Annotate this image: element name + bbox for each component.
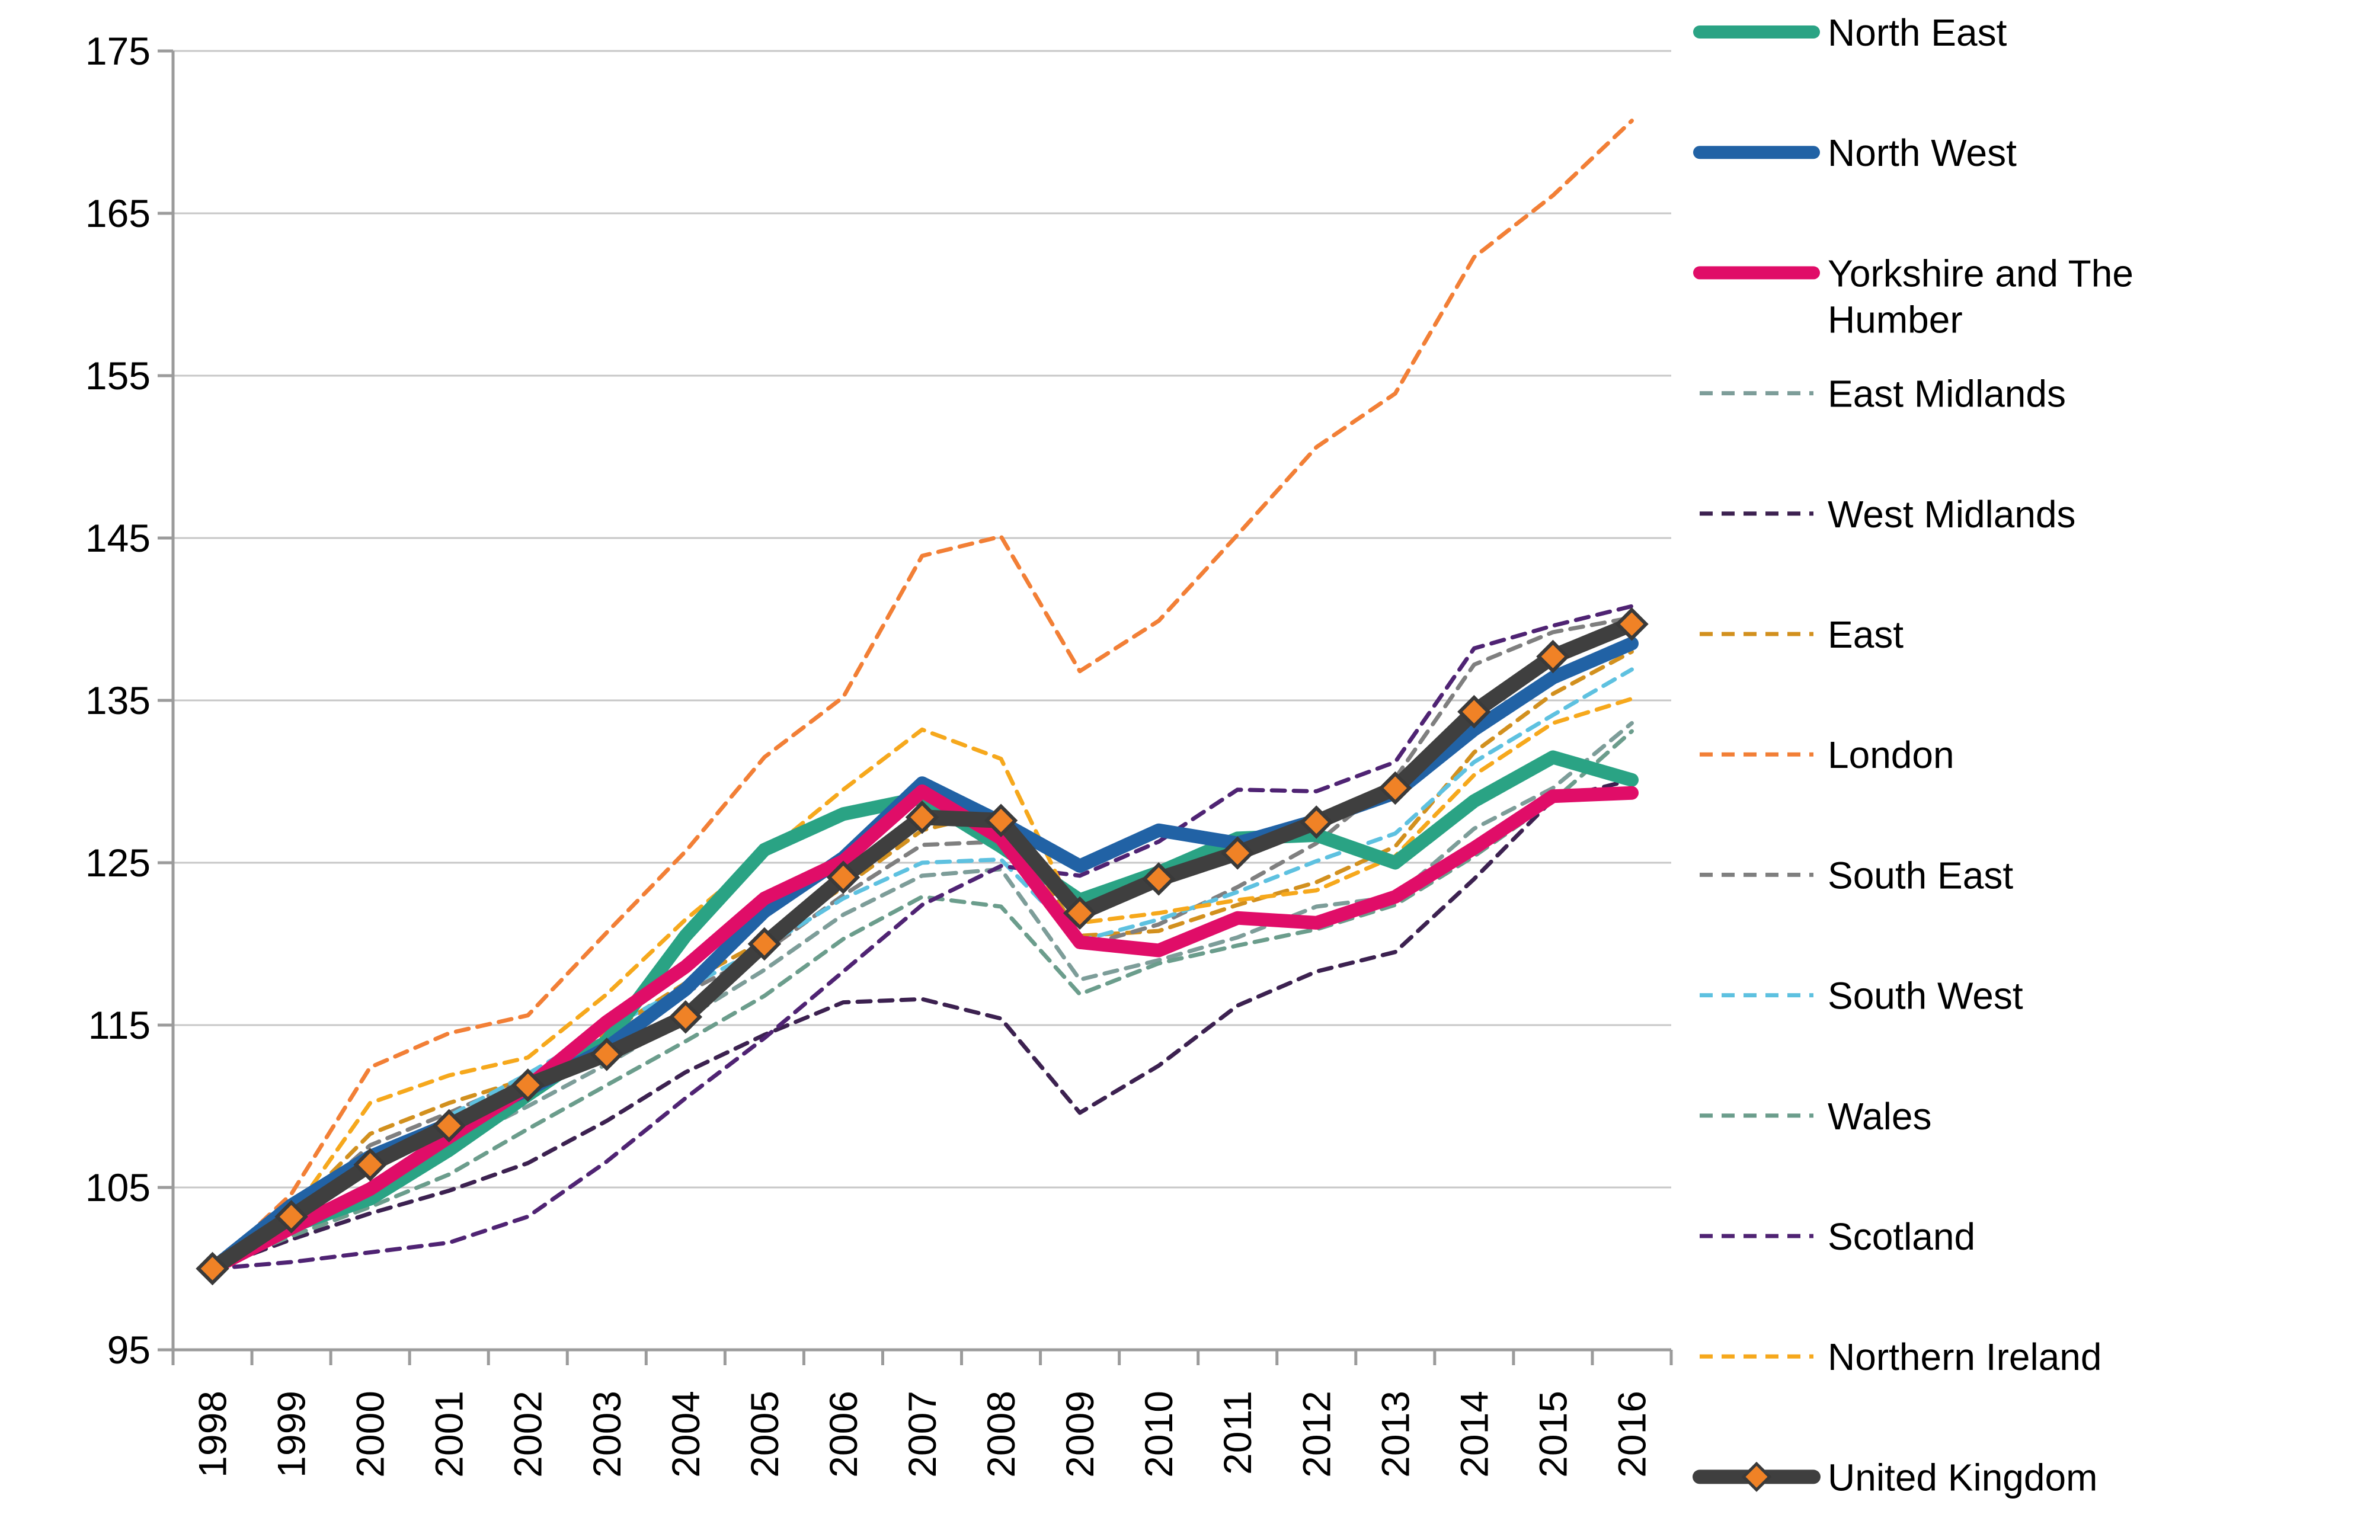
legend-item-north-east: North East bbox=[1693, 11, 2007, 54]
uk-diamond-marker-2002 bbox=[511, 1068, 545, 1102]
legend-item-wales: Wales bbox=[1700, 1095, 1931, 1138]
series-line-east bbox=[210, 649, 1634, 1271]
uk-diamond-marker-2013 bbox=[1378, 771, 1412, 805]
uk-diamond-marker-1999 bbox=[274, 1200, 308, 1234]
legend-label-south-east: South East bbox=[1828, 854, 2013, 897]
uk-diamond-marker-2009 bbox=[1063, 896, 1097, 930]
uk-diamond-marker-2010 bbox=[1141, 862, 1176, 896]
legend-label-scotland: Scotland bbox=[1828, 1215, 1975, 1258]
legend-label-yorkshire-and-the-humber-line2: Humber bbox=[1828, 298, 1963, 341]
y-tick-label-165: 165 bbox=[85, 191, 151, 235]
legend-item-south-west: South West bbox=[1700, 975, 2023, 1017]
uk-diamond-marker-2016 bbox=[1615, 607, 1649, 641]
series-east bbox=[210, 649, 1634, 1271]
legend-item-northern-ireland: Northern Ireland bbox=[1700, 1336, 2101, 1378]
x-tick-label-2014: 2014 bbox=[1452, 1391, 1496, 1478]
legend: North East North West Yorkshire and TheHum… bbox=[1693, 11, 2133, 1499]
uk-diamond-marker-2003 bbox=[590, 1038, 624, 1071]
y-axis-labels: 95 105 115 125 135 145 155 165 175 bbox=[85, 29, 151, 1372]
axes bbox=[171, 51, 1673, 1365]
y-tick-label-95: 95 bbox=[107, 1328, 151, 1372]
series-line-south-west bbox=[210, 667, 1634, 1271]
uk-diamond-marker-2014 bbox=[1457, 694, 1491, 729]
x-tick-label-2003: 2003 bbox=[585, 1391, 629, 1478]
legend-item-west-midlands: West Midlands bbox=[1700, 493, 2076, 536]
x-tick-label-2012: 2012 bbox=[1294, 1391, 1338, 1478]
legend-label-north-west: North West bbox=[1828, 132, 2017, 174]
legend-label-south-west: South West bbox=[1828, 975, 2023, 1017]
y-tick-label-135: 135 bbox=[85, 678, 151, 722]
uk-diamond-marker-2012 bbox=[1300, 805, 1333, 839]
series-scotland bbox=[210, 604, 1634, 1271]
x-tick-label-2000: 2000 bbox=[348, 1391, 392, 1478]
y-tick-label-105: 105 bbox=[85, 1166, 151, 1209]
series-london bbox=[210, 119, 1634, 1271]
x-tick-label-2005: 2005 bbox=[743, 1391, 786, 1478]
x-tick-label-2004: 2004 bbox=[664, 1391, 708, 1478]
legend-label-north-east: North East bbox=[1828, 11, 2007, 54]
legend-item-north-west: North West bbox=[1693, 132, 2017, 174]
series-line-north-west bbox=[206, 636, 1639, 1276]
x-tick-label-2009: 2009 bbox=[1058, 1391, 1102, 1478]
x-tick-label-1999: 1999 bbox=[270, 1391, 314, 1478]
x-tick-label-2007: 2007 bbox=[900, 1391, 944, 1478]
y-tick-label-145: 145 bbox=[85, 516, 151, 560]
legend-label-east: East bbox=[1828, 613, 1904, 656]
legend-label-east-midlands: East Midlands bbox=[1828, 373, 2066, 415]
series-united-kingdom bbox=[196, 607, 1649, 1286]
legend-label-united-kingdom: United Kingdom bbox=[1828, 1456, 2097, 1499]
uk-diamond-marker-2006 bbox=[826, 860, 860, 894]
legend-uk-diamond-icon bbox=[1741, 1461, 1772, 1492]
legend-item-south-east: South East bbox=[1700, 854, 2013, 897]
legend-item-east: East bbox=[1700, 613, 1904, 656]
series-south-west bbox=[210, 667, 1634, 1271]
series-west-midlands bbox=[210, 777, 1634, 1271]
uk-diamond-marker-2001 bbox=[432, 1109, 466, 1143]
x-tick-label-2013: 2013 bbox=[1373, 1391, 1417, 1478]
x-tick-label-2010: 2010 bbox=[1137, 1391, 1181, 1478]
legend-label-west-midlands: West Midlands bbox=[1828, 493, 2076, 536]
legend-item-scotland: Scotland bbox=[1700, 1215, 1975, 1258]
legend-label-yorkshire-and-the-humber: Yorkshire and The bbox=[1828, 252, 2133, 294]
series-wales bbox=[210, 729, 1634, 1271]
uk-diamond-marker-2015 bbox=[1536, 639, 1570, 674]
uk-diamond-marker-2011 bbox=[1220, 836, 1255, 870]
uk-diamond-marker-2004 bbox=[668, 1000, 703, 1034]
uk-diamond-marker-2008 bbox=[984, 803, 1018, 838]
x-tick-label-2006: 2006 bbox=[821, 1391, 865, 1478]
series-line-wales bbox=[210, 729, 1634, 1271]
legend-label-northern-ireland: Northern Ireland bbox=[1828, 1336, 2101, 1378]
series-north-west bbox=[206, 636, 1639, 1276]
uk-diamond-marker-1998 bbox=[196, 1251, 229, 1286]
series-line-london bbox=[210, 119, 1634, 1271]
x-tick-label-2015: 2015 bbox=[1531, 1391, 1575, 1478]
legend-item-london: London bbox=[1700, 734, 1954, 776]
x-tick-label-2008: 2008 bbox=[979, 1391, 1023, 1478]
uk-diamond-marker-2005 bbox=[747, 927, 782, 961]
y-tick-label-175: 175 bbox=[85, 29, 151, 73]
legend-item-united-kingdom: United Kingdom bbox=[1693, 1456, 2097, 1499]
x-tick-label-2016: 2016 bbox=[1610, 1391, 1653, 1478]
legend-item-east-midlands: East Midlands bbox=[1700, 373, 2066, 415]
y-tick-label-155: 155 bbox=[85, 354, 151, 398]
x-tick-label-1998: 1998 bbox=[191, 1391, 235, 1478]
x-tick-label-2001: 2001 bbox=[427, 1391, 471, 1478]
series-line-scotland bbox=[210, 604, 1634, 1271]
uk-diamond-marker-2007 bbox=[905, 801, 939, 834]
legend-label-wales: Wales bbox=[1828, 1095, 1931, 1138]
y-tick-label-125: 125 bbox=[85, 841, 151, 885]
legend-label-london: London bbox=[1828, 734, 1954, 776]
x-tick-label-2011: 2011 bbox=[1215, 1391, 1259, 1475]
x-tick-label-2002: 2002 bbox=[506, 1391, 550, 1478]
series-line-west-midlands bbox=[210, 777, 1634, 1271]
x-axis-labels: 1998 1999 2000 2001 2002 2003 2004 2005 2006 2007… bbox=[191, 1391, 1654, 1478]
y-tick-label-115: 115 bbox=[88, 1003, 151, 1047]
uk-diamond-marker-2000 bbox=[353, 1148, 387, 1182]
